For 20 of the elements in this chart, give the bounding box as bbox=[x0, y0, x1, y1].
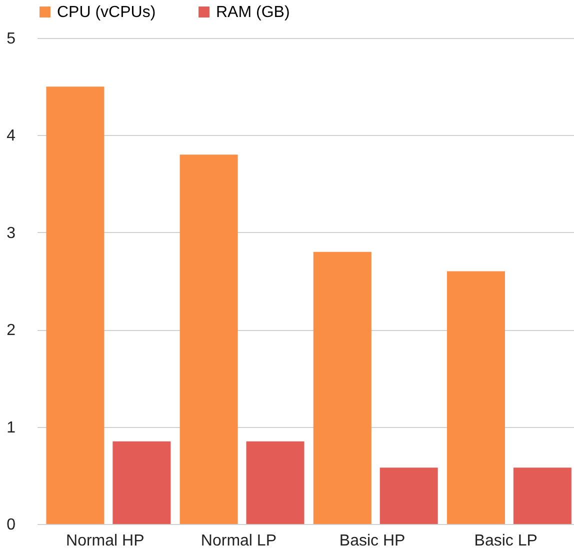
bar bbox=[180, 154, 238, 524]
x-tick-label: Normal LP bbox=[200, 532, 276, 550]
bar bbox=[246, 441, 304, 524]
bar bbox=[46, 86, 104, 524]
bar bbox=[446, 271, 505, 524]
y-tick-label: 2 bbox=[6, 322, 16, 340]
y-tick-label: 5 bbox=[6, 30, 16, 48]
x-tick-label: Normal HP bbox=[66, 532, 144, 550]
legend-label: RAM (GB) bbox=[216, 4, 290, 21]
y-tick-label: 3 bbox=[6, 224, 16, 242]
bar bbox=[313, 252, 372, 524]
y-tick-label: 0 bbox=[6, 516, 16, 534]
y-tick-label: 4 bbox=[6, 128, 16, 145]
legend-label: CPU (vCPUs) bbox=[57, 4, 156, 21]
x-tick-label: Basic HP bbox=[339, 532, 406, 550]
y-tick-label: 1 bbox=[6, 419, 16, 436]
x-tick-label: Basic LP bbox=[474, 532, 538, 550]
bar bbox=[513, 468, 572, 524]
bar bbox=[112, 441, 171, 524]
bar bbox=[380, 468, 438, 524]
